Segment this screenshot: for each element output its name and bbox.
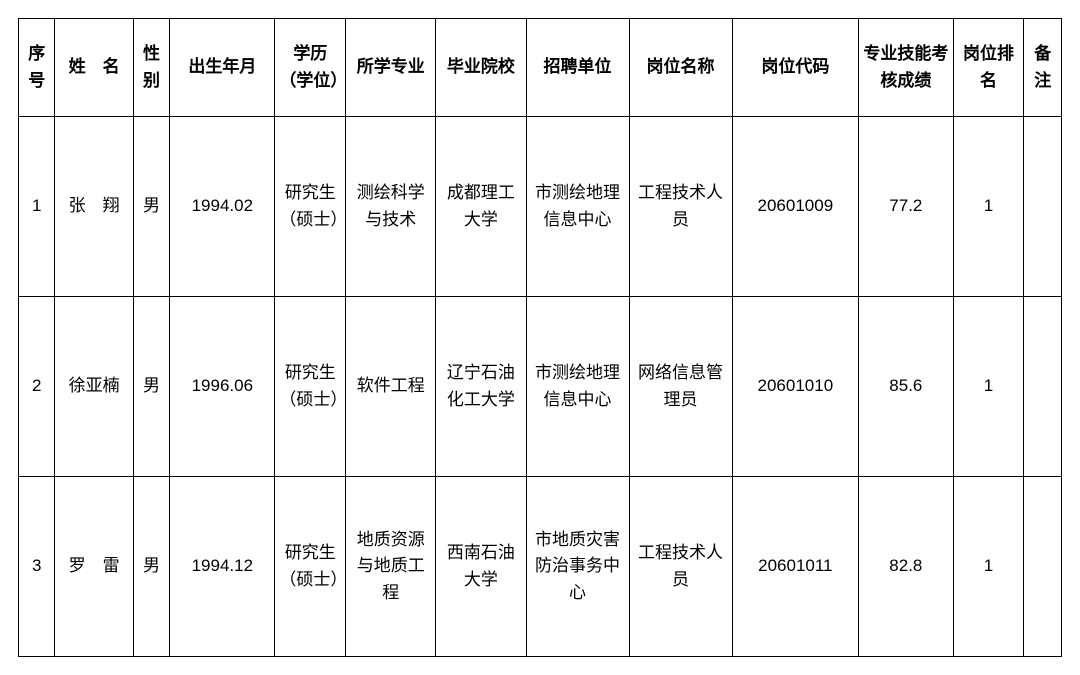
table-row: 1张 翔男1994.02研究生（硕士）测绘科学与技术成都理工大学市测绘地理信息中… — [19, 117, 1062, 297]
col-header-label: 序号 — [23, 41, 50, 94]
cell-edu: 研究生（硕士） — [275, 297, 346, 477]
cell-remark — [1024, 297, 1062, 477]
cell-school: 辽宁石油化工大学 — [436, 297, 526, 477]
cell-name: 张 翔 — [55, 117, 133, 297]
cell-gender: 男 — [133, 117, 169, 297]
col-header-remark: 备注 — [1024, 19, 1062, 117]
cell-code: 20601011 — [732, 477, 859, 657]
table-header: 序号姓 名性别出生年月学历（学位）所学专业毕业院校招聘单位岗位名称岗位代码专业技… — [19, 19, 1062, 117]
cell-score: 77.2 — [859, 117, 953, 297]
col-header-school: 毕业院校 — [436, 19, 526, 117]
cell-employ: 市地质灾害防治事务中心 — [526, 477, 629, 657]
cell-major: 测绘科学与技术 — [346, 117, 436, 297]
cell-employ: 市测绘地理信息中心 — [526, 297, 629, 477]
col-header-rank: 岗位排名 — [953, 19, 1024, 117]
cell-major: 软件工程 — [346, 297, 436, 477]
cell-gender: 男 — [133, 297, 169, 477]
cell-major: 地质资源与地质工程 — [346, 477, 436, 657]
col-header-code: 岗位代码 — [732, 19, 859, 117]
cell-seq: 2 — [19, 297, 55, 477]
cell-remark — [1024, 477, 1062, 657]
cell-edu: 研究生（硕士） — [275, 117, 346, 297]
col-header-major: 所学专业 — [346, 19, 436, 117]
cell-school: 西南石油大学 — [436, 477, 526, 657]
cell-seq: 3 — [19, 477, 55, 657]
cell-post: 工程技术人员 — [629, 477, 732, 657]
col-header-score: 专业技能考核成绩 — [859, 19, 953, 117]
table-row: 2徐亚楠男1996.06研究生（硕士）软件工程辽宁石油化工大学市测绘地理信息中心… — [19, 297, 1062, 477]
cell-name: 罗 雷 — [55, 477, 133, 657]
cell-name: 徐亚楠 — [55, 297, 133, 477]
col-header-employ: 招聘单位 — [526, 19, 629, 117]
col-header-seq: 序号 — [19, 19, 55, 117]
cell-employ: 市测绘地理信息中心 — [526, 117, 629, 297]
col-header-gender: 性别 — [133, 19, 169, 117]
cell-birth: 1994.12 — [170, 477, 275, 657]
table-row: 3罗 雷男1994.12研究生（硕士）地质资源与地质工程西南石油大学市地质灾害防… — [19, 477, 1062, 657]
cell-code: 20601009 — [732, 117, 859, 297]
cell-score: 85.6 — [859, 297, 953, 477]
cell-post: 工程技术人员 — [629, 117, 732, 297]
cell-rank: 1 — [953, 297, 1024, 477]
cell-seq: 1 — [19, 117, 55, 297]
table-body: 1张 翔男1994.02研究生（硕士）测绘科学与技术成都理工大学市测绘地理信息中… — [19, 117, 1062, 657]
cell-post: 网络信息管理员 — [629, 297, 732, 477]
cell-rank: 1 — [953, 117, 1024, 297]
col-header-post: 岗位名称 — [629, 19, 732, 117]
cell-gender: 男 — [133, 477, 169, 657]
cell-code: 20601010 — [732, 297, 859, 477]
cell-school: 成都理工大学 — [436, 117, 526, 297]
col-header-label: 性别 — [138, 41, 165, 94]
col-header-name: 姓 名 — [55, 19, 133, 117]
cell-birth: 1996.06 — [170, 297, 275, 477]
cell-edu: 研究生（硕士） — [275, 477, 346, 657]
header-row: 序号姓 名性别出生年月学历（学位）所学专业毕业院校招聘单位岗位名称岗位代码专业技… — [19, 19, 1062, 117]
col-header-edu: 学历（学位） — [275, 19, 346, 117]
cell-remark — [1024, 117, 1062, 297]
cell-birth: 1994.02 — [170, 117, 275, 297]
recruitment-table: 序号姓 名性别出生年月学历（学位）所学专业毕业院校招聘单位岗位名称岗位代码专业技… — [18, 18, 1062, 657]
col-header-label: 备注 — [1028, 41, 1057, 94]
col-header-birth: 出生年月 — [170, 19, 275, 117]
cell-score: 82.8 — [859, 477, 953, 657]
cell-rank: 1 — [953, 477, 1024, 657]
